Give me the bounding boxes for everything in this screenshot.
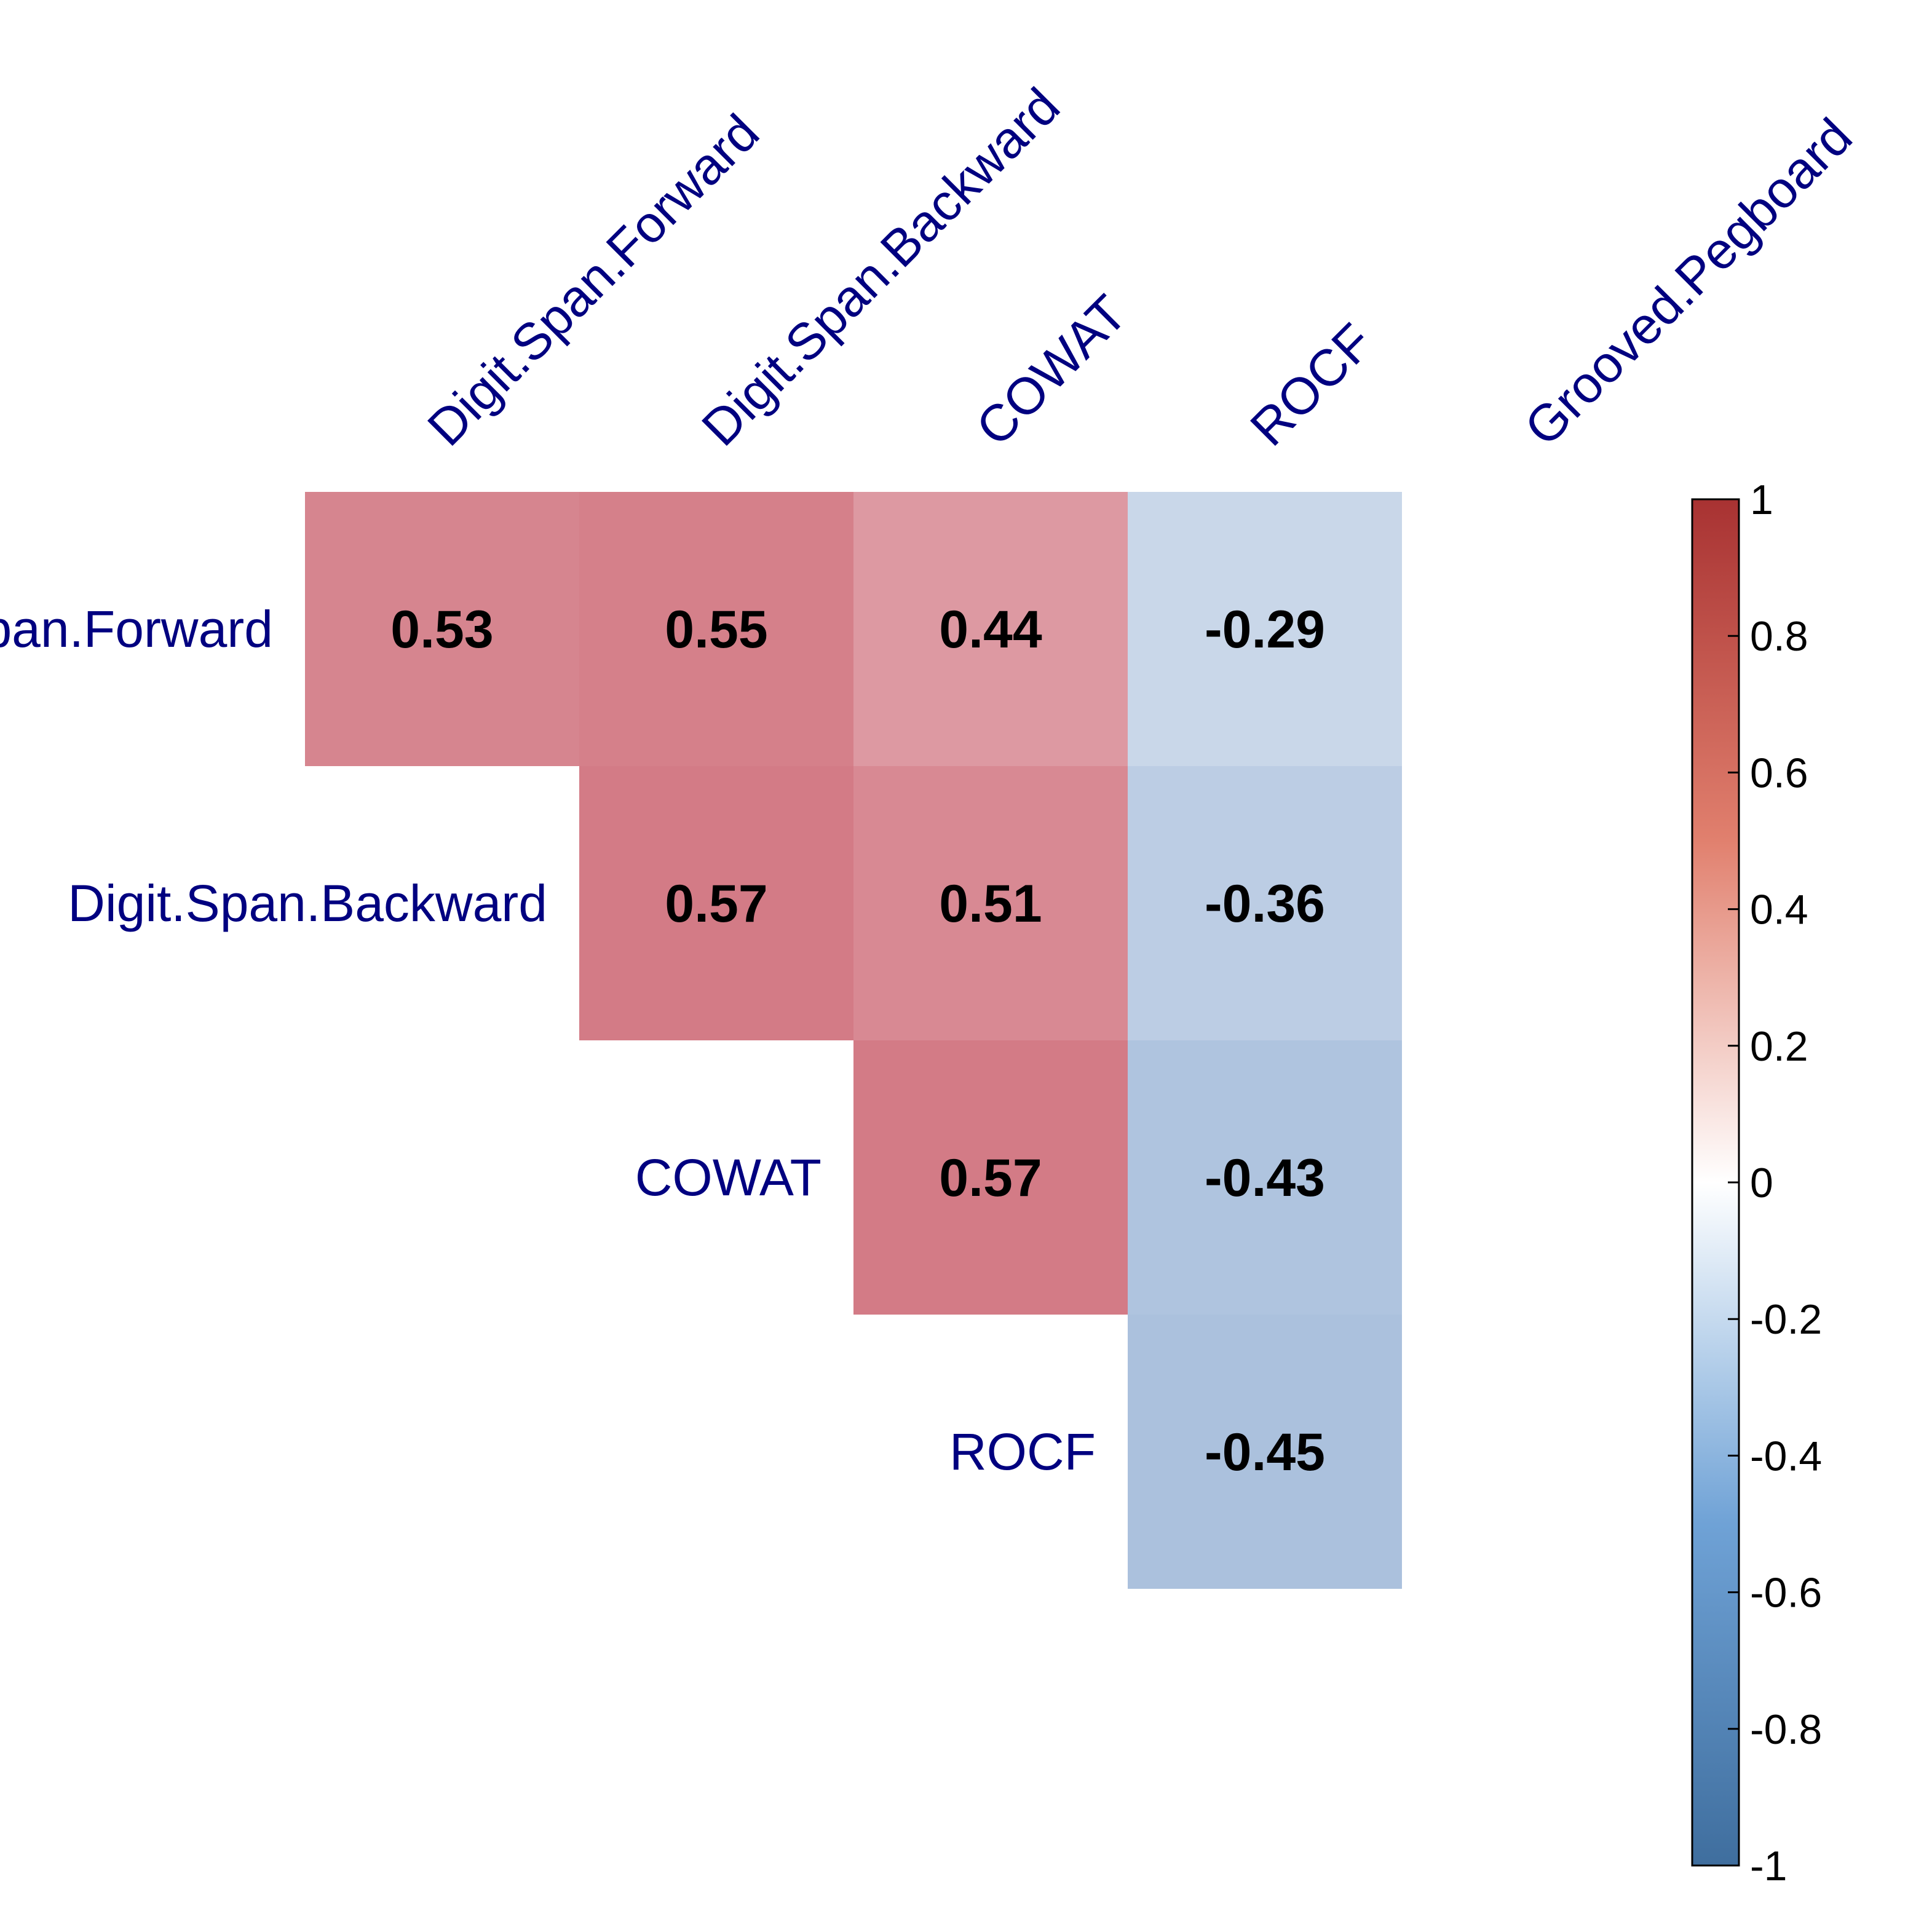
- colorbar-tick-label: -0.4: [1750, 1433, 1822, 1479]
- colorbar-tick-label: -0.6: [1750, 1570, 1822, 1616]
- colorbar-tick-label: 0.6: [1750, 750, 1808, 796]
- column-label: ROCF: [1239, 312, 1384, 457]
- colorbar-tick-label: -0.2: [1750, 1296, 1822, 1343]
- heatmap-cell: [1128, 1040, 1402, 1315]
- colorbar-tick-label: 0.4: [1750, 887, 1808, 933]
- row-label: Digit.Span.Backward: [68, 874, 547, 932]
- cell-value: -0.36: [1205, 874, 1325, 933]
- cell-value-labels: 0.53 0.55 0.44 -0.29 0.57 0.51 -0.36 0.57 -0.43 -…: [390, 600, 1325, 1482]
- cell-value: 0.44: [939, 600, 1042, 659]
- row-label: ROCF: [949, 1423, 1096, 1481]
- row-label: COWAT: [635, 1149, 821, 1206]
- cell-value: 0.51: [939, 874, 1042, 933]
- colorbar-tick-label: 0.8: [1750, 613, 1808, 660]
- column-label: Grooved.Pegboard: [1513, 107, 1863, 456]
- heatmap-cell: [853, 766, 1128, 1040]
- colorbar-tick-label: 0: [1750, 1160, 1773, 1206]
- cell-value: -0.43: [1205, 1149, 1325, 1208]
- heatmap-cell: [1128, 766, 1402, 1040]
- cell-value: 0.53: [390, 600, 493, 659]
- cell-value: -0.29: [1205, 600, 1325, 659]
- heatmap-cell: [579, 492, 853, 766]
- cell-value: -0.45: [1205, 1423, 1325, 1482]
- heatmap-cell: [853, 492, 1128, 766]
- heatmap-cell: [1128, 492, 1402, 766]
- colorbar-tick-label: 1: [1750, 477, 1773, 523]
- colorbar-tick-label: -0.8: [1750, 1706, 1822, 1753]
- color-legend: 1 0.8 0.6 0.4 0.2 0 -0.2 -0.4 -0.6 -0.8 -1: [1691, 477, 1822, 1889]
- heatmap-cell: [1128, 1315, 1402, 1589]
- heatmap-cell: [579, 766, 853, 1040]
- cell-value: 0.57: [665, 874, 767, 933]
- heatmap-cell: [853, 1040, 1128, 1315]
- row-label: Digit.Span.Forward: [0, 600, 273, 658]
- cell-value: 0.55: [665, 600, 767, 659]
- column-label: COWAT: [965, 284, 1138, 457]
- heatmap-cells: [305, 492, 1402, 1589]
- heatmap-cell: [305, 492, 579, 766]
- row-labels: ageDigit.Span.ForwardDigit.Span.Backward…: [0, 600, 1096, 1481]
- cell-value: 0.57: [939, 1149, 1042, 1208]
- column-labels: Digit.Span.ForwardDigit.Span.BackwardCOW…: [416, 77, 1863, 457]
- colorbar-tick-label: -1: [1750, 1843, 1787, 1889]
- colorbar-tick-label: 0.2: [1750, 1023, 1808, 1070]
